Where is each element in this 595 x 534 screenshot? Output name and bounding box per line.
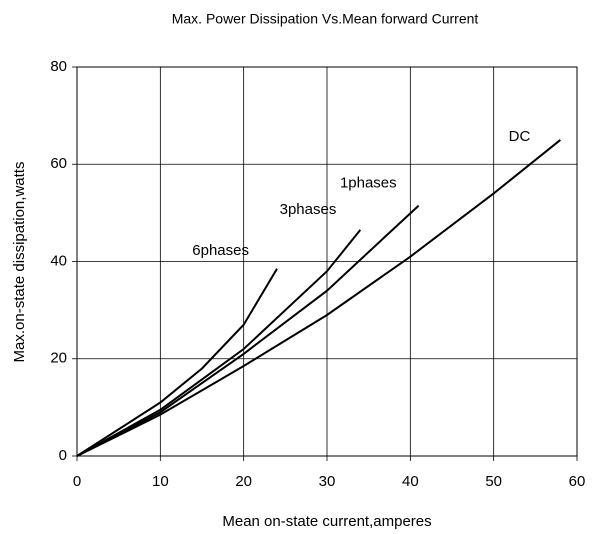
x-tick-label: 60 — [569, 473, 586, 490]
series-line — [76, 139, 561, 457]
y-axis-label: Max.on-state dissipation,watts — [11, 162, 28, 363]
series-label: 6phases — [192, 242, 249, 259]
series-label: DC — [509, 128, 531, 145]
series-label: 1phases — [340, 175, 397, 192]
y-tick-label: 80 — [50, 58, 67, 75]
x-tick-label: 0 — [73, 473, 81, 490]
plot-border — [76, 66, 578, 457]
x-tick-label: 10 — [152, 473, 169, 490]
y-tick-label: 60 — [50, 155, 67, 172]
x-tick-label: 50 — [485, 473, 502, 490]
series-line — [76, 229, 362, 457]
x-axis-label: Mean on-state current,amperes — [222, 513, 431, 530]
y-tick-label: 20 — [50, 350, 67, 367]
y-tick-label: 0 — [59, 447, 67, 464]
series-line — [76, 204, 420, 457]
series-label: 3phases — [280, 201, 337, 218]
x-tick-label: 20 — [235, 473, 252, 490]
x-tick-label: 30 — [319, 473, 336, 490]
y-tick-label: 40 — [50, 252, 67, 269]
x-tick-label: 40 — [402, 473, 419, 490]
chart-title: Max. Power Dissipation Vs.Mean forward C… — [172, 11, 479, 27]
series-line — [76, 268, 278, 457]
